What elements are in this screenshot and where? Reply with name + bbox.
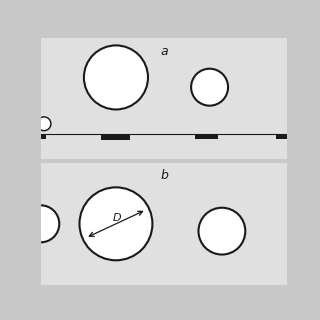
Circle shape — [22, 205, 59, 242]
Bar — [101, 133, 130, 140]
Bar — [41, 133, 46, 140]
Circle shape — [84, 45, 148, 109]
Bar — [276, 133, 287, 140]
Bar — [41, 159, 287, 163]
Circle shape — [191, 69, 228, 106]
Circle shape — [198, 208, 245, 254]
Circle shape — [79, 187, 152, 260]
Text: b: b — [160, 169, 168, 182]
Text: a: a — [160, 44, 168, 58]
Text: D: D — [113, 212, 122, 223]
Bar — [195, 133, 218, 140]
Bar — [41, 163, 287, 285]
Circle shape — [37, 117, 51, 131]
Bar — [41, 38, 287, 160]
